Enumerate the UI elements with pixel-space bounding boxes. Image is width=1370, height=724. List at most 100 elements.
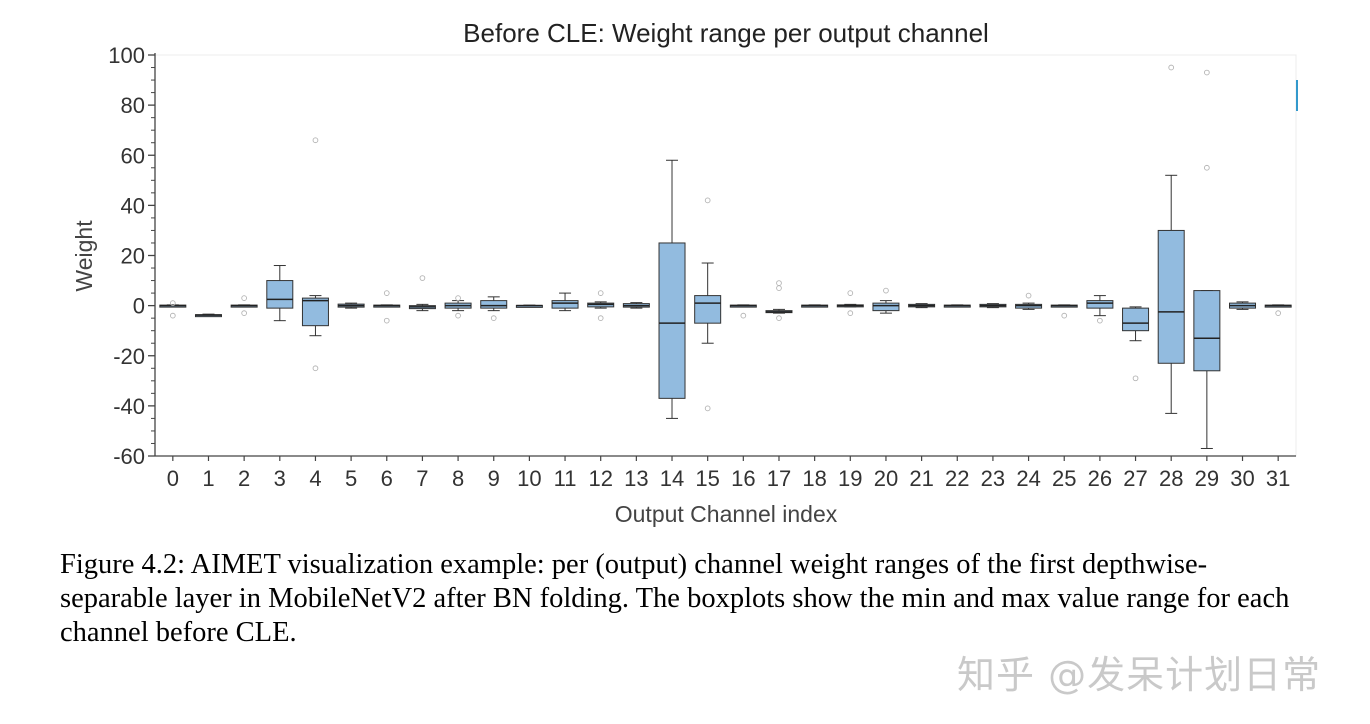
box-channel-1 [194, 313, 222, 318]
box-channel-20 [872, 287, 900, 314]
outlier-point [704, 405, 711, 412]
x-tick-label: 18 [802, 466, 826, 491]
box-channel-17 [765, 280, 793, 322]
outlier-point [776, 315, 782, 322]
box-channel-0 [159, 300, 187, 319]
box-channel-28 [1157, 64, 1185, 414]
y-tick-label: 60 [121, 143, 145, 168]
outlier-point [490, 315, 497, 322]
chart-title: Before CLE: Weight range per output chan… [463, 18, 989, 48]
x-tick-label: 14 [660, 466, 684, 491]
box-iqr [1086, 300, 1114, 309]
x-tick-label: 12 [588, 466, 612, 491]
y-tick-label: 0 [133, 294, 145, 319]
outlier-point [455, 312, 461, 319]
box-channel-13 [622, 302, 650, 309]
x-tick-label: 26 [1088, 466, 1112, 491]
box-channel-12 [587, 290, 615, 322]
x-tick-label: 7 [416, 466, 428, 491]
outlier-point [1204, 164, 1210, 171]
figure-caption: Figure 4.2: AIMET visualization example:… [60, 549, 1290, 648]
box-channel-16 [729, 304, 757, 319]
x-tick-label: 1 [202, 466, 214, 491]
box-iqr [1122, 307, 1150, 332]
box-channel-21 [908, 303, 936, 309]
outlier-point [883, 287, 889, 294]
watermark: 知乎 @发呆计划日常 [957, 653, 1322, 697]
box-channel-4 [301, 137, 329, 372]
box-channel-24 [1015, 292, 1043, 310]
box-channel-5 [337, 302, 365, 309]
x-tick-label: 0 [167, 466, 179, 491]
outlier-point [740, 312, 747, 319]
x-tick-label: 23 [981, 466, 1005, 491]
box-channel-2 [230, 295, 258, 316]
x-tick-label: 11 [554, 466, 577, 491]
outlier-point [312, 365, 319, 372]
y-tick-label: 20 [121, 244, 145, 269]
x-tick-label: 15 [695, 466, 719, 491]
boxes [159, 64, 1292, 449]
box-channel-8 [444, 295, 472, 319]
y-tick-label: -60 [113, 444, 145, 469]
box-channel-18 [801, 304, 829, 308]
box-channel-19 [836, 290, 864, 316]
outlier-point [1097, 317, 1103, 324]
outlier-point [419, 275, 426, 281]
x-tick-label: 24 [1016, 466, 1040, 491]
box-channel-29 [1193, 69, 1221, 449]
x-tick-label: 19 [838, 466, 862, 491]
x-tick-label: 17 [767, 466, 791, 491]
box-channel-23 [979, 303, 1007, 309]
y-tick-label: -40 [113, 394, 145, 419]
outlier-point [1132, 375, 1139, 382]
box-iqr [872, 302, 900, 312]
outlier-point [1168, 64, 1175, 71]
x-tick-label: 10 [517, 466, 541, 491]
outlier-point [383, 290, 390, 296]
box-channel-27 [1122, 306, 1150, 382]
x-tick-label: 9 [488, 466, 500, 491]
x-tick-label: 4 [309, 466, 321, 491]
x-tick-label: 27 [1123, 466, 1147, 491]
boxplot-chart: Before CLE: Weight range per output chan… [71, 18, 1298, 527]
box-channel-3 [266, 265, 294, 322]
outlier-point [1204, 69, 1210, 76]
x-tick-label: 3 [274, 466, 286, 491]
scroll-indicator [1296, 80, 1298, 111]
y-tick-label: 100 [108, 43, 145, 68]
x-tick-label: 20 [874, 466, 898, 491]
outlier-point [847, 290, 854, 296]
y-tick-label: 80 [121, 93, 145, 118]
outlier-point [383, 317, 390, 324]
x-tick-label: 31 [1266, 466, 1290, 491]
box-channel-14 [658, 159, 686, 419]
outlier-point [169, 300, 176, 306]
box-iqr [480, 300, 508, 309]
x-tick-label: 8 [452, 466, 464, 491]
outlier-point [455, 295, 461, 301]
x-axis-label: Output Channel index [615, 501, 838, 527]
outlier-point [776, 280, 782, 286]
outlier-point [1025, 292, 1032, 299]
box-channel-10 [515, 304, 543, 308]
outlier-point [847, 310, 854, 316]
box-iqr [1157, 229, 1185, 364]
box-iqr [694, 295, 722, 324]
box-channel-6 [373, 290, 401, 324]
box-iqr [551, 300, 579, 309]
box-channel-15 [694, 197, 722, 412]
outlier-point [776, 285, 782, 291]
plot-area [154, 54, 1297, 457]
box-iqr [301, 297, 329, 327]
outlier-point [597, 315, 604, 322]
y-tick-label: -20 [113, 344, 145, 369]
x-tick-label: 21 [909, 466, 933, 491]
box-channel-26 [1086, 295, 1114, 324]
x-tick-label: 30 [1230, 466, 1254, 491]
x-tick-label: 2 [238, 466, 250, 491]
y-axis-label: Weight [71, 220, 97, 292]
x-tick-label: 22 [945, 466, 969, 491]
box-iqr [266, 280, 294, 309]
